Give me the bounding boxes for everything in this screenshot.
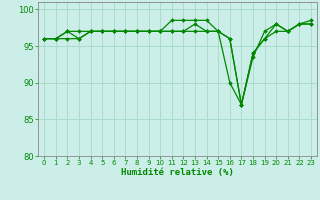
X-axis label: Humidité relative (%): Humidité relative (%) xyxy=(121,168,234,177)
